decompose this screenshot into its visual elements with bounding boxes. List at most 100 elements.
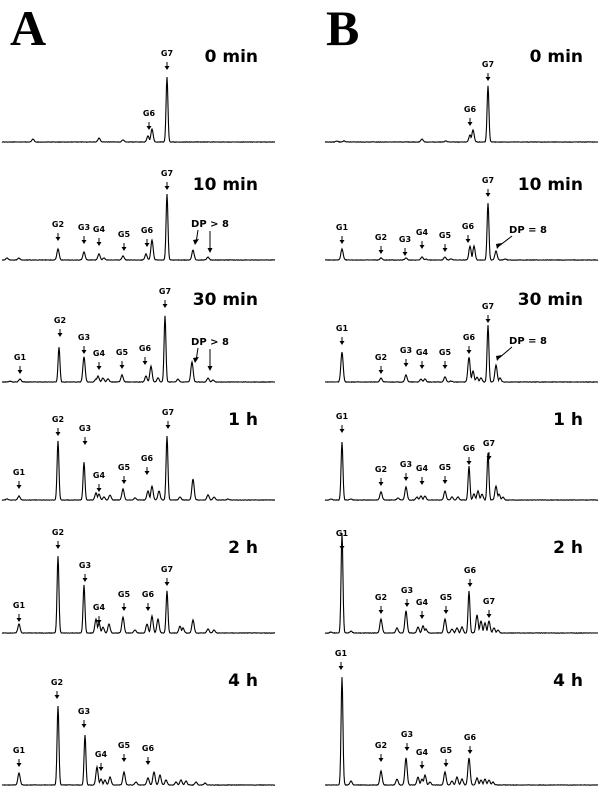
arrowhead-icon <box>419 245 425 249</box>
arrowhead-icon <box>165 425 171 429</box>
peak-label: G7 <box>482 60 494 69</box>
peak-label: G4 <box>93 349 106 358</box>
peak-label: G1 <box>335 649 348 658</box>
arrowhead-icon <box>442 248 448 252</box>
peak-label: G3 <box>401 730 413 739</box>
arrowhead-icon <box>54 695 60 699</box>
arrowhead-icon <box>142 361 148 365</box>
peak-label: G2 <box>375 593 387 602</box>
arrowhead-icon <box>55 432 61 436</box>
peak-label: G4 <box>93 471 106 480</box>
panel-b-time-label: 4 h <box>553 671 583 691</box>
arrowhead-icon <box>467 750 473 754</box>
peak-label: G6 <box>141 226 154 235</box>
arrowhead-icon <box>81 724 87 728</box>
panel-a-trace-5 <box>1 705 275 786</box>
arrowhead-icon <box>16 763 22 767</box>
arrowhead-icon <box>81 240 87 244</box>
arrowhead-icon <box>378 370 384 374</box>
peak-label: G5 <box>440 746 453 755</box>
peak-label: G1 <box>13 601 26 610</box>
peak-label: G4 <box>93 225 106 234</box>
dp-label: DP = 8 <box>509 336 547 347</box>
arrowhead-icon <box>465 239 471 243</box>
peak-label: G4 <box>416 598 429 607</box>
dp-label: DP = 8 <box>509 225 547 236</box>
panel-b-time-label: 1 h <box>553 410 583 430</box>
peak-label: G3 <box>401 586 413 595</box>
peak-label: G2 <box>54 316 66 325</box>
arrowhead-icon <box>443 610 449 614</box>
peak-label: G3 <box>400 460 412 469</box>
arrowhead-icon <box>402 252 408 256</box>
peak-label: G1 <box>336 324 349 333</box>
panel-a-time-label: 30 min <box>193 290 258 310</box>
arrowhead-icon <box>16 485 22 489</box>
arrowhead-icon <box>55 237 61 241</box>
peak-label: G7 <box>162 408 174 417</box>
arrowhead-icon <box>467 583 473 587</box>
arrowhead-icon <box>485 193 491 197</box>
peak-label: G6 <box>139 344 152 353</box>
arrowhead-icon <box>164 66 170 70</box>
panel-label-b: B <box>326 0 360 56</box>
panel-a-time-label: 4 h <box>228 671 258 691</box>
peak-label: G4 <box>93 603 106 612</box>
peak-label: G7 <box>482 302 494 311</box>
peak-label: G1 <box>336 412 349 421</box>
peak-label: G4 <box>416 464 429 473</box>
panel-b-trace-3 <box>324 441 598 502</box>
arrowhead-icon <box>339 546 345 550</box>
panel-b-trace-2 <box>325 325 599 383</box>
panel-b-time-label: 10 min <box>518 175 583 195</box>
dp-label: DP > 8 <box>191 219 229 230</box>
peak-label: G3 <box>400 346 412 355</box>
panel-b-time-label: 0 min <box>530 47 583 67</box>
arrowhead-icon <box>442 365 448 369</box>
panel-a-trace-2 <box>1 315 276 383</box>
peak-label: G1 <box>13 468 26 477</box>
arrowhead-icon <box>146 126 152 130</box>
arrowhead-icon <box>81 350 87 354</box>
peak-label: G5 <box>118 590 131 599</box>
peak-label: G5 <box>118 463 131 472</box>
arrowhead-icon <box>121 247 127 251</box>
panel-b-trace-5 <box>324 677 599 786</box>
peak-label: G3 <box>79 561 91 570</box>
peak-label: G3 <box>78 707 90 716</box>
peak-label: G6 <box>141 454 154 463</box>
arrowhead-icon <box>162 304 168 308</box>
arrowhead-icon <box>419 365 425 369</box>
peak-label: G7 <box>161 565 173 574</box>
peak-label: G7 <box>159 287 171 296</box>
peak-label: G6 <box>142 744 155 753</box>
arrowhead-icon <box>466 350 472 354</box>
peak-label: G6 <box>464 733 477 742</box>
peak-label: G2 <box>52 220 64 229</box>
peak-label: G5 <box>116 348 129 357</box>
peak-label: G2 <box>375 233 387 242</box>
panel-a-time-label: 1 h <box>228 410 258 430</box>
arrowhead-icon <box>496 355 502 361</box>
peak-label: G7 <box>161 169 173 178</box>
peak-label: G5 <box>118 741 131 750</box>
arrowhead-icon <box>144 243 150 247</box>
arrowhead-icon <box>96 620 102 624</box>
peak-label: G6 <box>142 590 155 599</box>
arrowhead-icon <box>121 758 127 762</box>
peak-label: G3 <box>78 333 90 342</box>
panel-b-trace-1 <box>325 203 599 261</box>
arrowhead-icon <box>82 578 88 582</box>
panel-b-trace-0 <box>324 85 599 143</box>
panel-b-trace-4 <box>324 533 598 634</box>
arrowhead-icon <box>55 545 61 549</box>
panel-label-a: A <box>10 0 47 56</box>
peak-label: G7 <box>483 439 495 448</box>
peak-label: G7 <box>483 597 495 606</box>
arrowhead-icon <box>403 363 409 367</box>
arrowhead-icon <box>145 761 151 765</box>
arrowhead-icon <box>467 122 473 126</box>
arrowhead-icon <box>207 248 213 253</box>
panel-a-trace-0 <box>1 76 276 143</box>
